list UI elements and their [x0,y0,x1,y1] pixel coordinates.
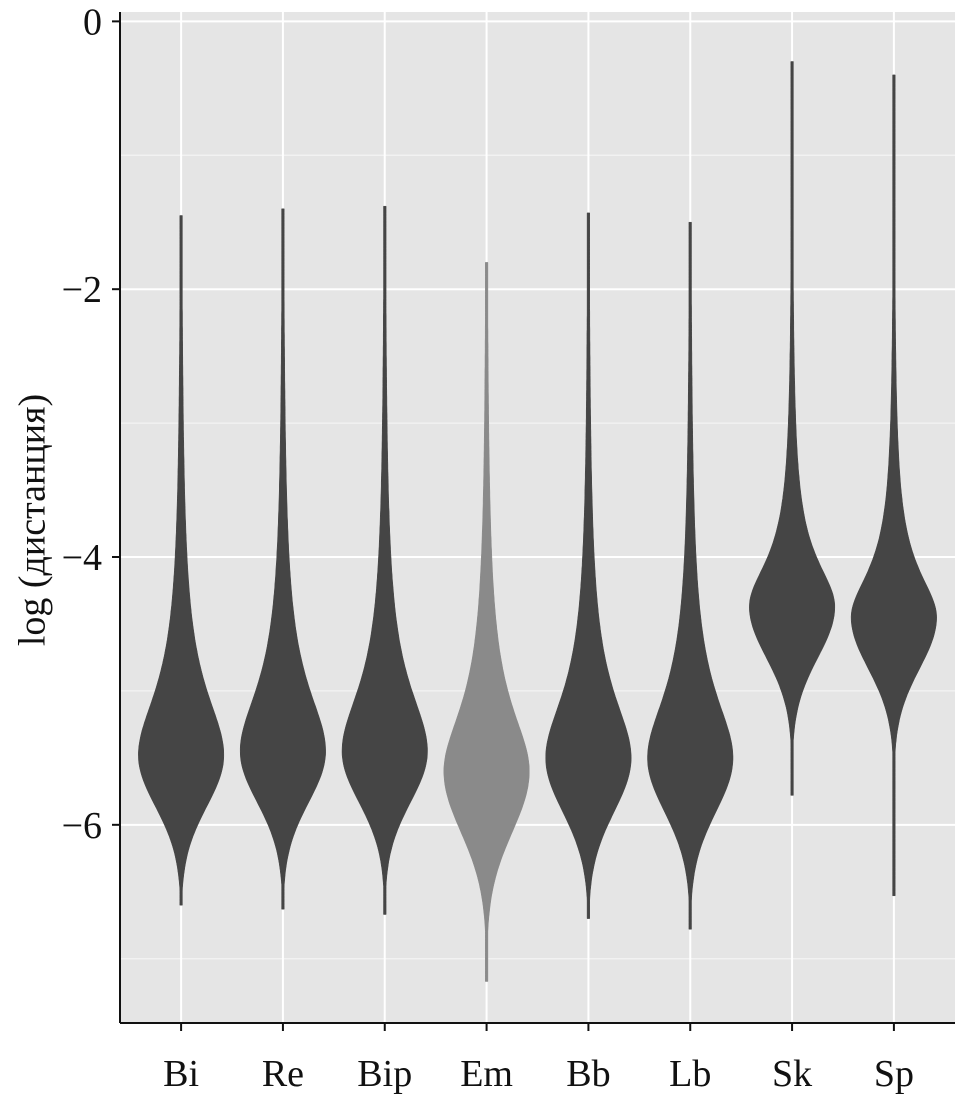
x-tick-label: Sk [772,1053,812,1095]
y-tick-label: −4 [62,537,102,579]
plot-panel [120,12,955,1023]
violin [749,61,836,796]
violin [138,215,225,906]
violin [341,205,428,915]
y-axis-label: log (дистанция) [12,394,54,646]
x-tick-label: Bip [357,1053,412,1095]
x-tick-label: Em [460,1053,513,1095]
violin [239,208,326,910]
violin [545,212,632,919]
x-tick-label: Bi [163,1053,199,1095]
y-tick-label: 0 [83,1,102,43]
x-tick-label: Re [262,1053,304,1095]
x-tick-label: Lb [669,1053,711,1095]
x-tick-label: Bb [566,1053,610,1095]
y-tick-label: −2 [62,269,102,311]
x-tick-label: Sp [874,1053,914,1095]
violin [850,74,937,897]
y-tick-label: −6 [62,805,102,847]
violin [443,262,530,982]
violin [647,221,734,930]
